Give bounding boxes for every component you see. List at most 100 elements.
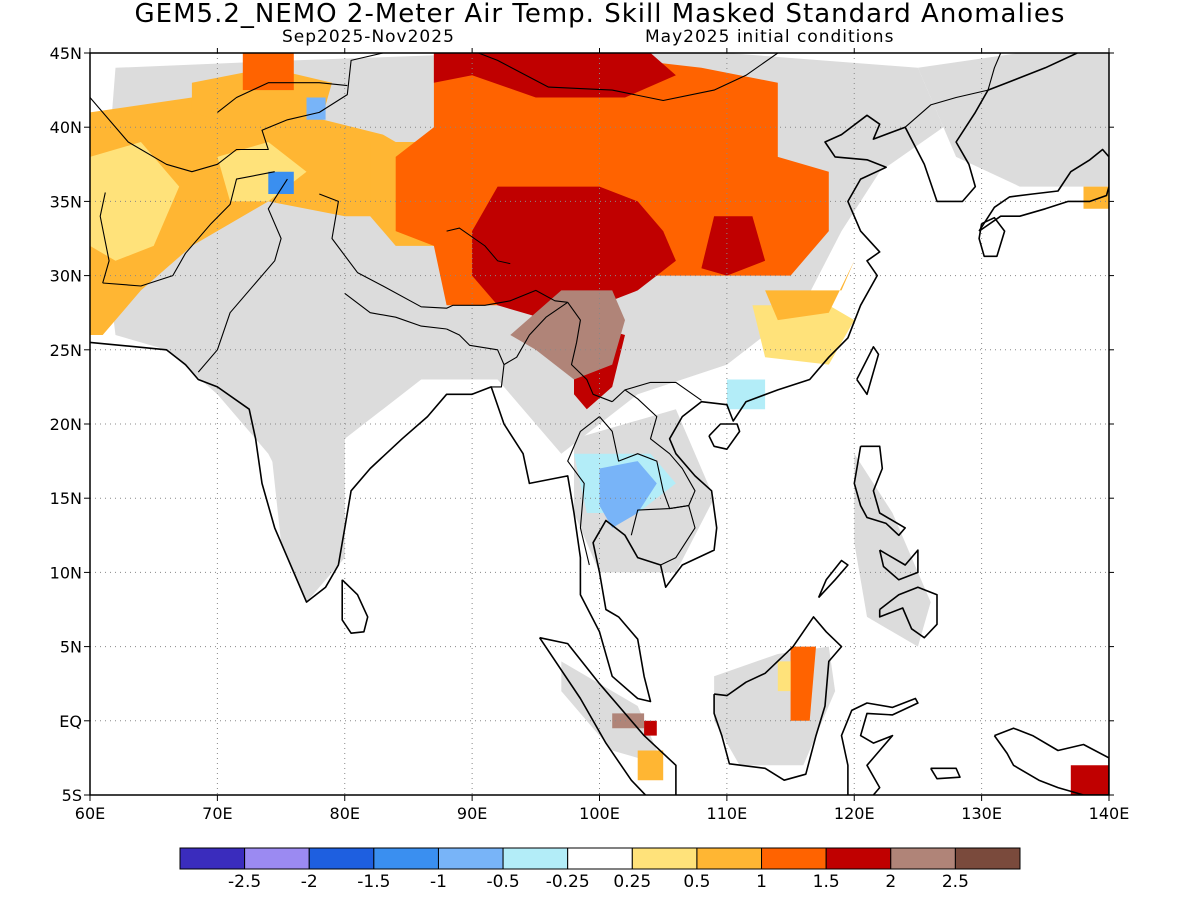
colorbar-swatch: [502, 847, 569, 870]
colorbar-swatch: [890, 847, 956, 870]
lakes-tibet: [446, 227, 511, 265]
brown-sichuan: [510, 290, 625, 380]
border-china-russia-ne: [987, 53, 1002, 91]
lat-tick-label: 30N: [50, 267, 82, 286]
colorbar-swatch: [437, 847, 504, 870]
coast-japan-kyushu-honshu: [978, 148, 1109, 232]
colorbar-label: 0.5: [683, 872, 710, 892]
lat-tick-label: 25N: [50, 341, 82, 360]
colorbar-label: -2.5: [228, 872, 261, 892]
red-north: [433, 53, 676, 98]
border-myanmar-thailand: [567, 416, 600, 566]
anomaly-shading: [90, 53, 1109, 795]
gray-no-skill-philippines: [854, 453, 931, 647]
border-cambodia: [630, 505, 696, 566]
coast-timor-area: [930, 767, 961, 780]
orange-sumatra: [637, 750, 664, 781]
coast-mindanao: [878, 586, 938, 639]
colorbar-label: -1.5: [357, 872, 390, 892]
red-new-guinea: [1070, 765, 1109, 795]
coastlines-and-borders: [90, 53, 1109, 795]
colorbar-swatch: [373, 847, 439, 870]
lat-tick-label: 20N: [50, 415, 82, 434]
lon-tick-label: 60E: [75, 804, 105, 823]
coast-new-guinea: [993, 727, 1109, 795]
lat-tick-label: 35N: [50, 192, 82, 211]
lon-tick-label: 110E: [707, 804, 748, 823]
colorbar-swatch: [567, 847, 633, 870]
lat-tick-label: 40N: [50, 118, 82, 137]
lon-tick-label: 140E: [1089, 804, 1130, 823]
colorbar-swatch: [825, 847, 892, 870]
lat-tick-label: 10N: [50, 563, 82, 582]
colorbar-swatch: [954, 847, 1021, 870]
blue-kashmir: [268, 171, 294, 194]
coast-sri-lanka: [341, 579, 369, 635]
colorbar-swatch: [244, 847, 310, 870]
colorbar-swatch: [761, 847, 827, 870]
colorbar-label: 2.5: [942, 872, 969, 892]
border-nepal-south: [344, 292, 447, 330]
colorbar-label: -0.25: [546, 872, 590, 892]
coast-visayas: [878, 549, 919, 581]
lightblue-southchina: [726, 379, 766, 410]
yellow-borneo: [777, 661, 791, 692]
orange-west: [90, 97, 422, 335]
lat-tick-label: 5N: [60, 638, 82, 657]
lat-tick-label: 5S: [62, 786, 82, 805]
border-india-pakistan: [197, 178, 288, 373]
border-central-asia: [90, 53, 384, 173]
colorbar-label: -0.5: [486, 872, 519, 892]
coast-sulawesi: [840, 697, 919, 795]
colorbar-swatch: [308, 847, 375, 870]
map-subtitle-period: Sep2025-Nov2025: [282, 27, 455, 47]
red-east: [701, 216, 766, 276]
map-title: GEM5.2_NEMO 2-Meter Air Temp. Skill Mask…: [134, 0, 1066, 29]
orange-borneo: [790, 646, 816, 721]
colorbar-swatch: [696, 847, 763, 870]
brown-sumatra: [612, 713, 645, 729]
lat-tick-label: 45N: [50, 44, 82, 63]
gray-no-skill-south-india: [268, 424, 345, 603]
coast-luzon: [853, 445, 907, 537]
coast-taiwan: [856, 345, 880, 396]
map-subtitle-initial-conditions: May2025 initial conditions: [645, 27, 895, 47]
lon-tick-label: 130E: [961, 804, 1002, 823]
border-china-vietnam: [624, 381, 702, 401]
border-myanmar-india: [503, 301, 569, 366]
lon-tick-label: 120E: [834, 804, 875, 823]
colorbar-label: 1.5: [813, 872, 840, 892]
border-kazakh-kyrgyz: [217, 82, 348, 113]
lon-tick-label: 90E: [457, 804, 487, 823]
lat-tick-label: 15N: [50, 489, 82, 508]
lon-tick-label: 80E: [330, 804, 360, 823]
colorbar: -2.5 -2 -1.5 -1 -0.5 -0.25 0.25 0.5 1 1.5 2 2.5: [179, 847, 1021, 892]
border-china-korea: [904, 89, 989, 128]
coast-hainan: [708, 423, 741, 451]
coast-sumatra: [538, 636, 677, 795]
colorbar-label: 0.25: [613, 872, 651, 892]
border-china-india-himalaya: [319, 193, 568, 309]
coast-borneo: [713, 616, 843, 782]
colorbar-swatch: [179, 847, 246, 870]
border-myanmar-china: [567, 301, 613, 403]
yellow-south-china: [752, 305, 855, 365]
lat-tick-label: EQ: [59, 712, 82, 731]
gray-no-skill-sumatra: [561, 661, 664, 766]
red-sumatra: [644, 720, 657, 736]
coast-palawan: [817, 559, 849, 599]
blue-tian-shan: [306, 97, 326, 120]
red-tibet: [472, 186, 676, 321]
darkorange-north: [242, 53, 294, 91]
lon-tick-label: 70E: [202, 804, 232, 823]
colorbar-label: 2: [885, 872, 896, 892]
axis-ticks: 60E 70E 80E 90E 100E 110E 120E 130E 140E 45N 40N 35…: [50, 44, 1130, 823]
colorbar-label: -1: [430, 872, 447, 892]
border-iran-afghanistan: [99, 192, 110, 284]
lon-tick-label: 100E: [579, 804, 620, 823]
border-bangladesh: [446, 328, 505, 388]
border-china-mongolia: [433, 53, 779, 102]
orange-south-china: [765, 260, 855, 321]
orange-japan: [1083, 186, 1109, 209]
